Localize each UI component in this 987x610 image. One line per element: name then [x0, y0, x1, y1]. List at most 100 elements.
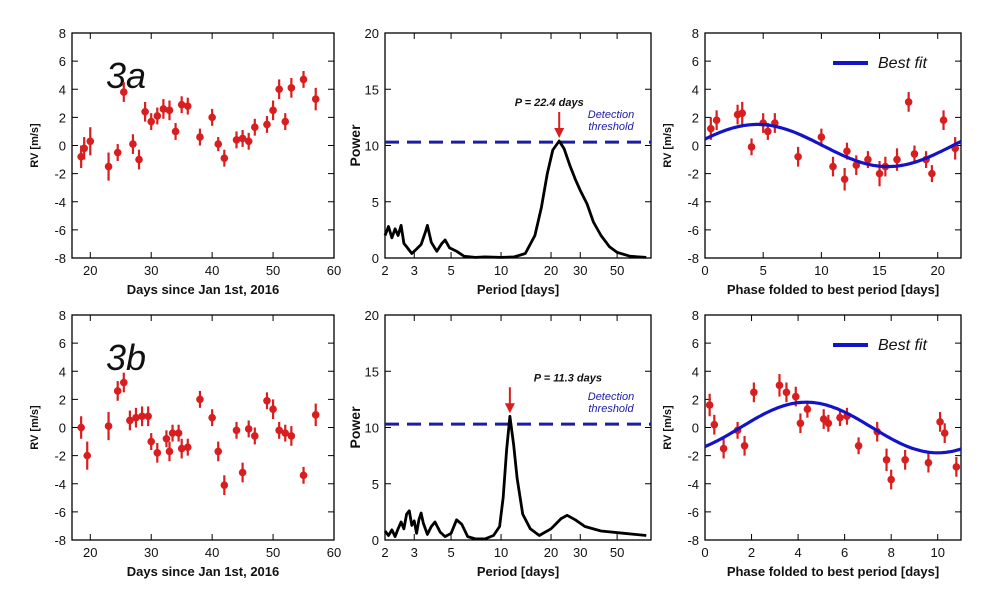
x-tick-label: 0	[701, 263, 708, 278]
periodogram-curve	[383, 414, 647, 541]
plot-frame	[384, 32, 652, 259]
y-tick-label: 5	[372, 195, 379, 210]
data-point	[238, 134, 247, 143]
data-point	[177, 444, 186, 453]
data-point	[738, 109, 747, 117]
peak-label: P = 11.3 days	[534, 372, 602, 384]
data-point	[852, 161, 861, 169]
data-point	[705, 401, 714, 409]
threshold-label: threshold	[588, 403, 634, 415]
data-point	[162, 434, 171, 443]
data-point	[183, 102, 192, 110]
y-tick-label: 6	[692, 54, 699, 69]
data-point	[840, 175, 849, 184]
y-tick-label: 8	[59, 26, 66, 41]
y-tick-label: 2	[692, 110, 699, 125]
data-point	[208, 413, 216, 422]
data-point	[843, 147, 851, 155]
data-point	[269, 106, 277, 115]
data-point	[281, 117, 290, 126]
data-point	[764, 127, 772, 136]
panel-b1: -8 -6 -4 -2 0 2 4 6 8 20 30 40 50 60 Days since Jan 1s…	[29, 308, 341, 579]
data-point	[854, 441, 863, 450]
y-tick-label: 2	[59, 110, 66, 125]
y-tick-label: -6	[54, 505, 66, 520]
data-point	[168, 429, 177, 437]
x-tick-label: 50	[610, 263, 624, 278]
y-tick-label: 4	[692, 82, 699, 97]
peak-arrow-head	[504, 403, 515, 414]
data-point	[132, 413, 140, 422]
plot-frame	[384, 314, 652, 541]
data-point	[263, 396, 271, 405]
y-tick-label: -2	[687, 449, 699, 464]
data-point	[250, 123, 259, 132]
y-tick-label: 6	[692, 336, 699, 351]
data-point	[232, 426, 241, 435]
x-tick-label: 0	[701, 545, 708, 560]
y-tick-label: 8	[59, 308, 66, 323]
data-point	[904, 98, 913, 106]
data-point	[936, 418, 944, 426]
data-point	[287, 84, 296, 92]
data-point	[153, 449, 162, 457]
x-tick-label: 5	[760, 263, 767, 278]
data-point	[86, 137, 95, 146]
y-tick-label: 0	[372, 251, 379, 266]
data-point	[244, 425, 253, 433]
y-tick-label: 4	[692, 364, 699, 379]
data-point	[939, 116, 948, 124]
panel-tag: 3b	[106, 337, 146, 378]
y-tick-label: 20	[365, 308, 379, 323]
x-tick-label: 40	[205, 263, 219, 278]
data-point	[177, 100, 186, 109]
x-axis-label: Period [days]	[477, 282, 559, 297]
data-point	[901, 456, 909, 464]
data-point	[141, 107, 149, 116]
data-point	[928, 169, 936, 178]
data-point	[165, 447, 174, 456]
data-point	[791, 392, 800, 401]
peak-arrow-head	[554, 128, 565, 138]
legend-label: Best fit	[878, 55, 927, 72]
data-point	[311, 95, 320, 103]
data-point	[263, 120, 271, 129]
y-tick-label: 10	[365, 139, 379, 154]
x-tick-label: 2	[748, 545, 755, 560]
data-point	[220, 154, 229, 162]
y-tick-label: 20	[365, 26, 379, 41]
data-point	[138, 412, 146, 421]
data-point	[910, 150, 919, 158]
data-point	[719, 444, 728, 453]
threshold-label: Detection	[588, 391, 634, 403]
best-fit-curve	[704, 122, 962, 169]
x-tick-label: 30	[573, 545, 587, 560]
data-point	[924, 458, 933, 467]
data-point	[214, 447, 223, 456]
x-tick-label: 6	[841, 545, 848, 560]
data-point	[83, 451, 92, 460]
data-point	[214, 140, 223, 148]
y-tick-label: 15	[365, 364, 379, 379]
data-point	[887, 475, 895, 484]
y-tick-label: 0	[372, 533, 379, 548]
data-point	[135, 155, 143, 164]
y-tick-label: 4	[59, 364, 66, 379]
x-tick-label: 5	[447, 545, 454, 560]
y-axis-label: RV [m/s]	[662, 405, 674, 450]
y-axis-label: Power	[347, 124, 363, 167]
data-point	[782, 388, 791, 397]
data-point	[104, 162, 113, 171]
y-tick-label: 8	[692, 308, 699, 323]
x-tick-label: 30	[573, 263, 587, 278]
y-tick-label: 0	[692, 421, 699, 436]
y-tick-label: 4	[59, 82, 66, 97]
panel-a1: -8 -6 -4 -2 0 2 4 6 8 20 30 40 50 60 Days since Jan 1s…	[29, 26, 341, 297]
x-tick-label: 8	[888, 545, 895, 560]
data-point	[113, 148, 122, 157]
data-point	[153, 112, 162, 120]
y-tick-label: -6	[54, 223, 66, 238]
data-point	[836, 413, 844, 422]
data-point	[238, 468, 247, 477]
